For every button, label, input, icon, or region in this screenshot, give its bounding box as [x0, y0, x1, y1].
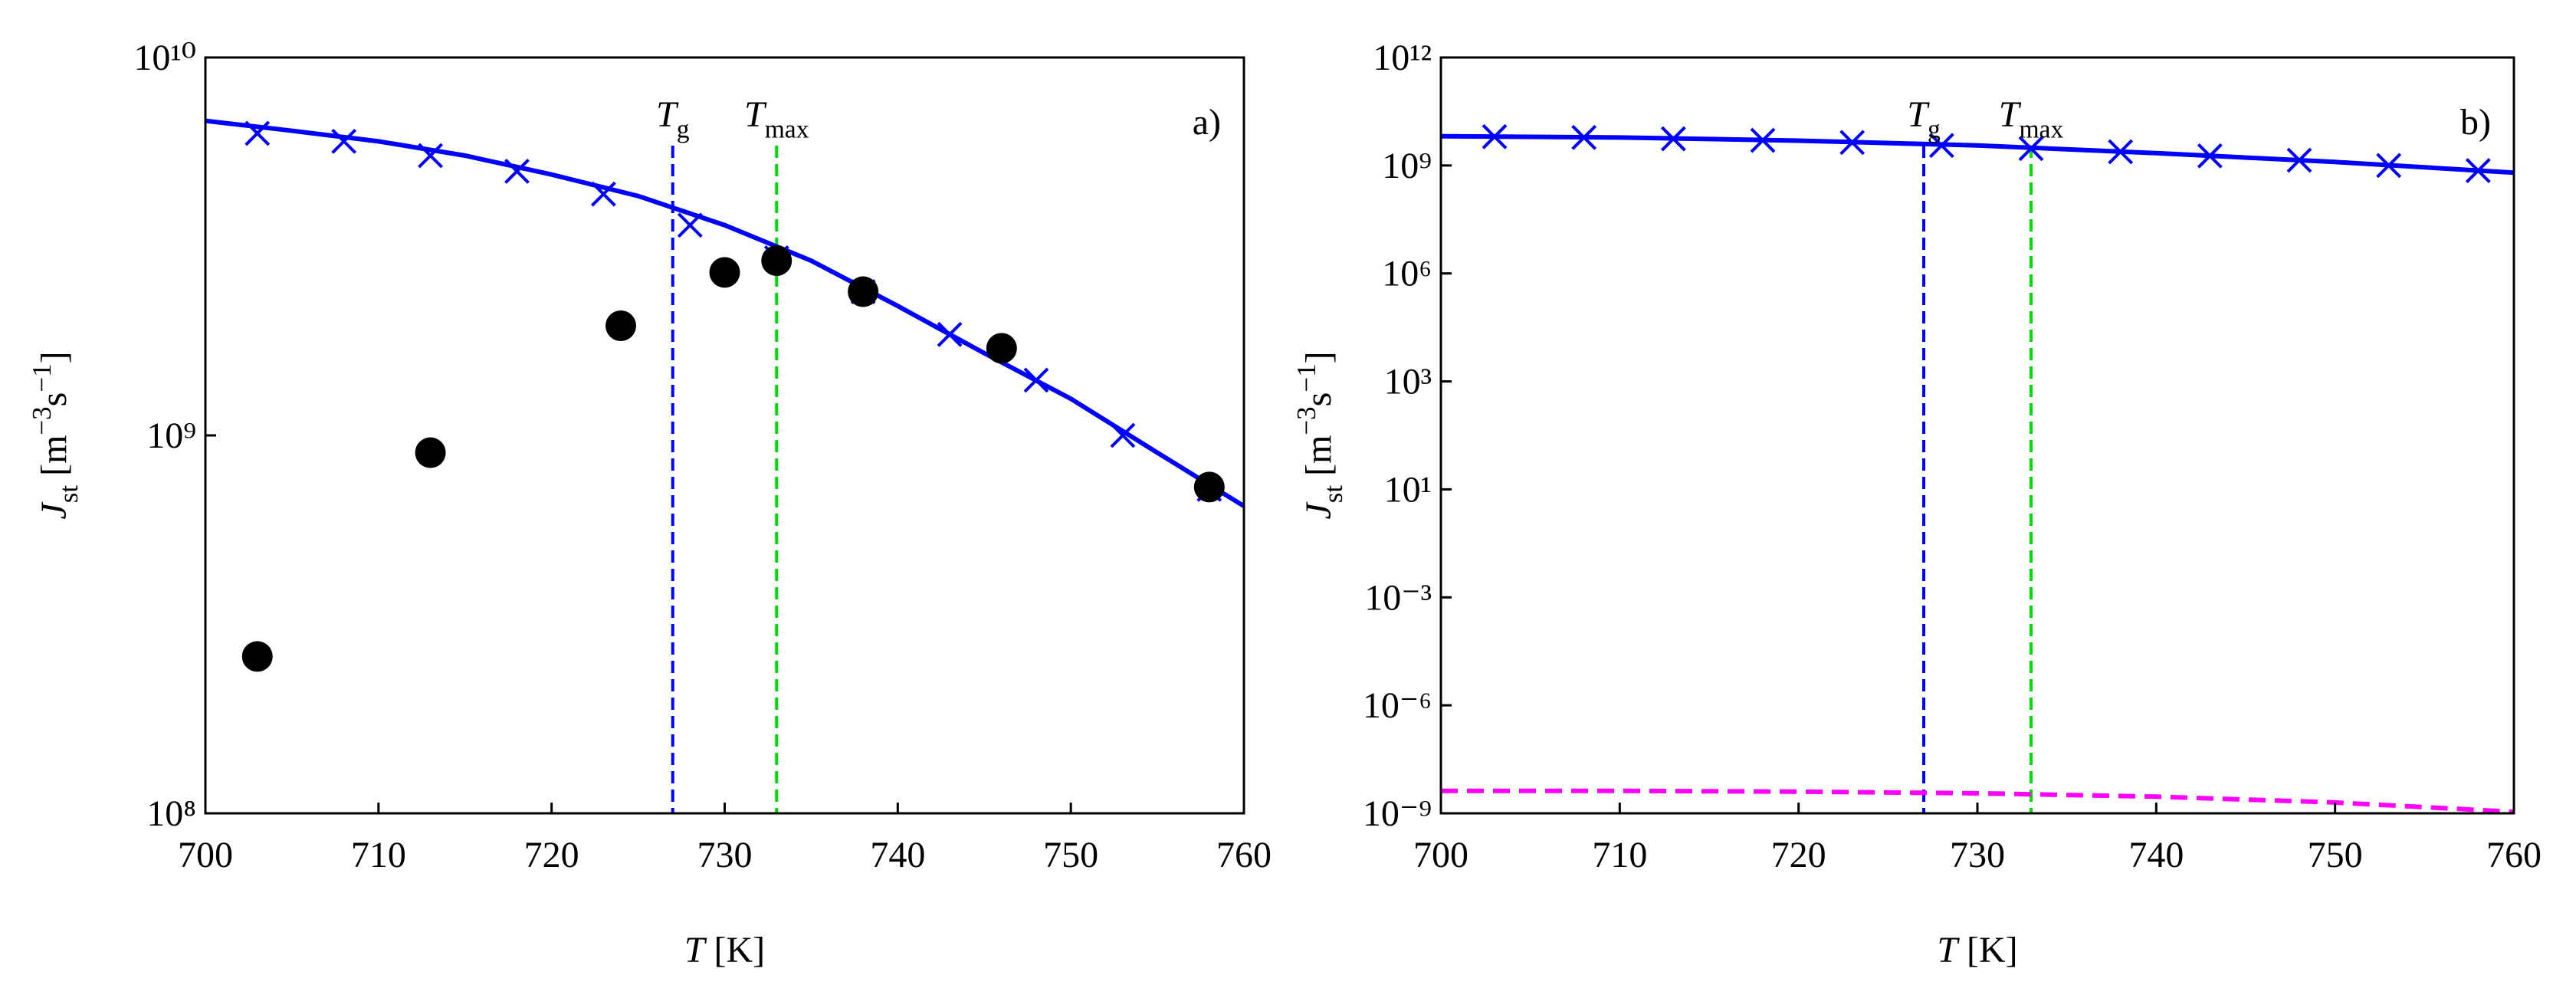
panel-label: b)	[2460, 102, 2491, 143]
label-part: T	[744, 94, 767, 135]
plot-area	[1441, 123, 2514, 813]
cross-marker	[937, 321, 963, 347]
cross-marker	[1750, 127, 1776, 153]
label-part: g	[1928, 115, 1941, 143]
dot-marker	[1193, 471, 1225, 503]
cross-marker	[2018, 136, 2044, 162]
cross-marker	[1571, 124, 1597, 150]
label-part: s	[34, 392, 74, 407]
x-tick-label: 760	[1216, 835, 1272, 875]
dot-marker	[986, 333, 1017, 364]
label-part: T	[1999, 94, 2022, 135]
label-part: s	[1298, 392, 1339, 407]
y-tick-label: 10⁻⁶	[1363, 685, 1432, 726]
cross-marker	[2465, 158, 2491, 183]
label-part: −3	[1291, 406, 1321, 435]
cross-marker	[1839, 130, 1866, 156]
series-line	[205, 118, 1244, 508]
y-tick-label: 10³	[1384, 362, 1432, 402]
label-part: T	[1937, 930, 1960, 970]
series-line	[1441, 133, 2514, 176]
dot-marker	[415, 437, 446, 468]
label-part: [K]	[1957, 930, 2018, 970]
label-part: max	[2019, 115, 2063, 143]
x-tick-label: 700	[178, 835, 233, 875]
cross-marker	[677, 212, 703, 238]
cross-marker	[244, 120, 271, 146]
x-tick-label: 710	[1592, 835, 1647, 875]
reference-label: Tmax	[744, 94, 809, 143]
dot-marker	[709, 257, 740, 288]
label-part: g	[677, 115, 690, 143]
label-part: T	[656, 94, 679, 135]
y-axis-label: Jst [m−3s−1]	[1291, 351, 1348, 519]
label-part: J	[34, 501, 74, 520]
label-part: J	[1298, 501, 1339, 520]
panel-label: a)	[1193, 102, 1221, 143]
x-tick-label: 740	[2128, 835, 2184, 875]
cross-marker	[331, 128, 357, 154]
x-tick-label: 720	[524, 835, 579, 875]
y-tick-label: 10⁹	[1382, 146, 1432, 186]
axes-frame	[204, 56, 1245, 815]
cross-marker	[1023, 367, 1049, 393]
cross-marker	[1482, 123, 1508, 149]
axes-frame	[1439, 56, 2515, 815]
label-part: −1	[1291, 363, 1321, 392]
x-tick-label: 730	[1950, 835, 2005, 875]
dot-marker	[848, 276, 879, 307]
label-part: [m	[1298, 435, 1339, 485]
y-tick-label: 10⁹	[146, 415, 196, 456]
y-tick-label: 10¹⁰	[133, 38, 196, 78]
label-part: [K]	[705, 930, 766, 970]
reference-label: Tg	[1907, 94, 1941, 143]
label-part: [m	[34, 435, 74, 485]
y-tick-label: 10¹	[1384, 469, 1432, 510]
y-tick-label: 10⁶	[1382, 254, 1432, 294]
cross-marker	[2197, 143, 2223, 169]
label-part: ]	[1298, 351, 1339, 363]
cross-marker	[1928, 133, 1954, 159]
reference-label: Tg	[656, 94, 690, 143]
label-part: −3	[27, 406, 57, 435]
x-tick-label: 700	[1413, 835, 1468, 875]
y-tick-label: 10⁻³	[1364, 577, 1432, 618]
label-part: ]	[34, 351, 74, 363]
x-tick-label: 720	[1771, 835, 1826, 875]
cross-marker	[1110, 422, 1136, 448]
x-axis-label: T [K]	[1937, 930, 2017, 970]
label-part: max	[765, 115, 809, 143]
x-tick-label: 740	[870, 835, 925, 875]
cross-marker	[418, 143, 443, 169]
cross-marker	[504, 158, 530, 184]
x-tick-label: 710	[351, 835, 406, 875]
x-tick-label: 730	[697, 835, 753, 875]
dot-marker	[241, 641, 273, 672]
cross-marker	[591, 181, 616, 207]
y-axis-label: Jst [m−3s−1]	[27, 351, 84, 519]
reference-label: Tmax	[1999, 94, 2064, 143]
x-tick-label: 750	[2308, 835, 2363, 875]
x-axis-label: T [K]	[684, 930, 765, 970]
dot-marker	[605, 310, 636, 342]
label-part: st	[1318, 485, 1348, 504]
y-tick-label: 10⁸	[146, 793, 196, 834]
cross-marker	[2286, 147, 2312, 173]
y-tick-label: 10⁻⁹	[1363, 793, 1432, 834]
cross-marker	[2376, 153, 2402, 179]
x-tick-label: 750	[1043, 835, 1098, 875]
label-part: st	[54, 485, 84, 504]
series-line	[1441, 788, 2514, 813]
dot-marker	[761, 245, 792, 277]
y-tick-label: 10¹²	[1373, 38, 1432, 78]
label-part: T	[1907, 94, 1930, 135]
label-part: T	[684, 930, 707, 970]
x-tick-label: 760	[2486, 835, 2542, 875]
cross-marker	[1660, 126, 1686, 152]
cross-marker	[2108, 139, 2134, 165]
plot-area	[205, 118, 1244, 813]
label-part: −1	[27, 363, 57, 392]
